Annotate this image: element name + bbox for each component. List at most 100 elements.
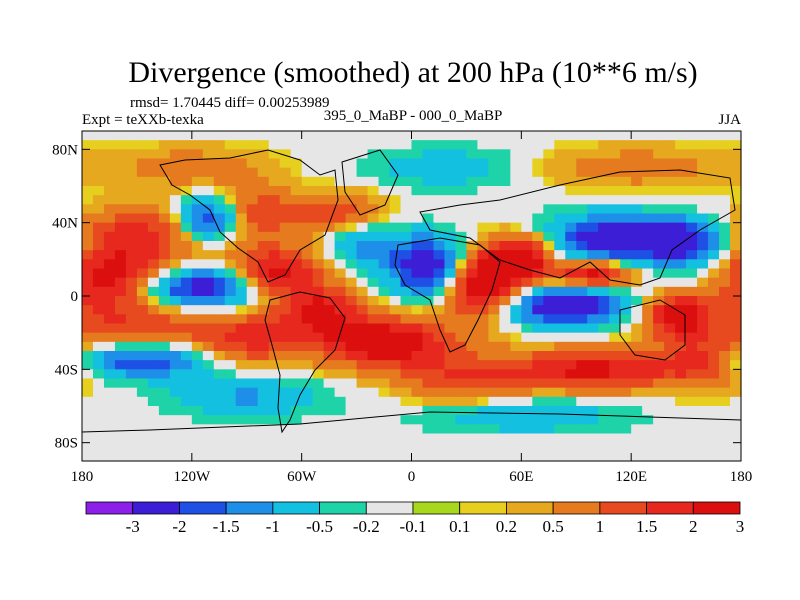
field-cell [488, 341, 500, 352]
field-cell [191, 250, 204, 260]
field-cell [202, 250, 215, 260]
field-cell [389, 451, 402, 462]
field-cell [686, 387, 698, 398]
field-cell [367, 433, 380, 444]
field-cell [400, 415, 413, 425]
field-cell [136, 241, 149, 251]
field-cell [103, 369, 116, 380]
field-cell [367, 314, 380, 325]
field-cell [642, 433, 654, 444]
field-cell [103, 424, 116, 435]
field-cell [389, 415, 402, 425]
field-cell [334, 222, 347, 233]
field-cell [653, 296, 665, 306]
field-cell [92, 415, 105, 425]
field-cell [543, 415, 555, 425]
field-cell [554, 314, 566, 325]
field-cell [180, 158, 193, 169]
field-cell [455, 296, 468, 306]
field-cell [708, 131, 720, 141]
field-cell [378, 204, 391, 215]
field-cell [631, 277, 643, 288]
field-cell [169, 369, 182, 380]
field-cell [631, 314, 643, 325]
field-cell [576, 433, 588, 444]
field-cell [444, 341, 457, 352]
field-cell [235, 387, 248, 398]
field-cell [191, 323, 204, 334]
field-cell [378, 131, 391, 141]
field-cell [642, 332, 654, 343]
field-cell [136, 277, 149, 288]
field-cell [114, 176, 127, 187]
field-cell [82, 259, 94, 270]
field-cell [730, 396, 742, 407]
field-cell [147, 378, 160, 389]
field-cell [565, 277, 577, 288]
field-cell [202, 433, 215, 444]
field-cell [103, 296, 116, 306]
field-cell [433, 222, 446, 233]
field-cell [180, 360, 193, 370]
field-cell [433, 451, 446, 462]
field-cell [378, 222, 391, 233]
field-cell [642, 259, 654, 270]
field-cell [466, 167, 478, 178]
field-cell [136, 167, 149, 178]
field-cell [169, 406, 182, 416]
field-cell [224, 213, 237, 224]
field-cell [521, 369, 533, 380]
field-cell [422, 158, 435, 169]
field-cell [345, 277, 358, 288]
field-cell [543, 241, 555, 251]
field-cell [455, 158, 468, 169]
field-cell [367, 131, 380, 141]
field-cell [444, 424, 457, 435]
field-cell [477, 259, 489, 270]
field-cell [136, 195, 149, 205]
field-cell [147, 396, 160, 407]
field-cell [455, 286, 468, 297]
field-cell [279, 332, 292, 343]
field-cell [169, 305, 182, 315]
field-cell [136, 442, 149, 453]
field-cell [543, 259, 555, 270]
field-cell [268, 204, 281, 215]
field-cell [576, 360, 588, 370]
field-cell [664, 186, 676, 196]
field-cell [488, 451, 500, 462]
field-cell [103, 442, 116, 453]
field-cell [279, 149, 292, 160]
field-cell [279, 296, 292, 306]
field-cell [202, 351, 215, 361]
field-cell [576, 231, 588, 242]
field-cell [675, 387, 687, 398]
field-cell [367, 406, 380, 416]
field-cell [598, 341, 610, 352]
field-cell [587, 314, 599, 325]
field-cell [653, 369, 665, 380]
field-cell [180, 314, 193, 325]
field-cell [642, 378, 654, 389]
field-cell [620, 176, 632, 187]
field-cell [411, 296, 424, 306]
field-cell [686, 213, 698, 224]
field-cell [82, 277, 94, 288]
field-cell [587, 424, 599, 435]
field-cell [620, 259, 632, 270]
field-cell [587, 323, 599, 334]
field-cell [444, 451, 457, 462]
field-cell [147, 186, 160, 196]
field-cell [642, 406, 654, 416]
field-cell [378, 149, 391, 160]
field-cell [565, 222, 577, 233]
field-cell [730, 296, 742, 306]
field-cell [598, 259, 610, 270]
field-cell [345, 158, 358, 169]
field-cell [576, 241, 588, 251]
field-cell [609, 195, 621, 205]
field-cell [565, 186, 577, 196]
field-cell [598, 305, 610, 315]
field-cell [290, 332, 303, 343]
field-cell [224, 406, 237, 416]
